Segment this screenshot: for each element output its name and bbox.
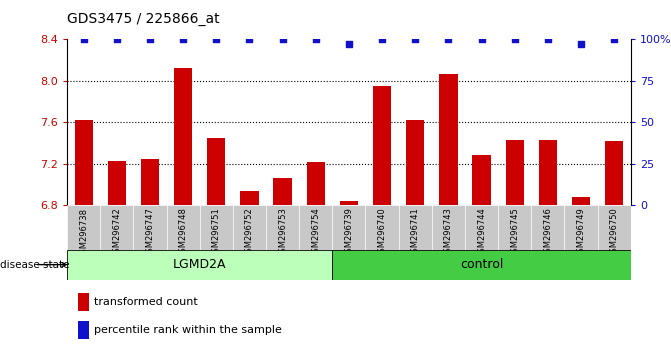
Bar xyxy=(108,161,126,205)
Bar xyxy=(134,205,166,250)
Text: disease state: disease state xyxy=(0,259,70,270)
Text: GSM296745: GSM296745 xyxy=(510,207,519,258)
Bar xyxy=(531,205,564,250)
Point xyxy=(443,36,454,42)
Point xyxy=(244,36,255,42)
Text: GSM296748: GSM296748 xyxy=(178,207,188,258)
Bar xyxy=(233,205,266,250)
Text: GSM296744: GSM296744 xyxy=(477,207,486,258)
Text: GSM296754: GSM296754 xyxy=(311,207,320,258)
Bar xyxy=(67,205,100,250)
Bar xyxy=(498,205,531,250)
Point xyxy=(211,36,221,42)
Bar xyxy=(340,201,358,205)
Bar xyxy=(141,159,159,205)
Bar xyxy=(332,250,631,280)
Bar xyxy=(399,205,432,250)
Bar xyxy=(572,197,590,205)
Bar xyxy=(332,205,366,250)
Bar xyxy=(100,205,134,250)
Point xyxy=(79,36,89,42)
Bar xyxy=(166,205,200,250)
Point xyxy=(145,36,156,42)
Text: LGMD2A: LGMD2A xyxy=(173,258,227,271)
Bar xyxy=(266,205,299,250)
Bar xyxy=(605,141,623,205)
Text: transformed count: transformed count xyxy=(93,297,197,307)
Bar xyxy=(564,205,598,250)
Bar xyxy=(505,140,524,205)
Bar xyxy=(465,205,498,250)
Point xyxy=(178,36,189,42)
Bar xyxy=(79,321,89,339)
Text: GSM296750: GSM296750 xyxy=(610,207,619,258)
Text: GSM296751: GSM296751 xyxy=(212,207,221,258)
Bar xyxy=(406,120,424,205)
Bar xyxy=(207,138,225,205)
Bar xyxy=(200,205,233,250)
Point xyxy=(344,41,354,47)
Text: percentile rank within the sample: percentile rank within the sample xyxy=(93,325,281,335)
Text: GSM296743: GSM296743 xyxy=(444,207,453,258)
Text: GSM296739: GSM296739 xyxy=(344,207,354,258)
Text: GSM296746: GSM296746 xyxy=(544,207,552,258)
Point xyxy=(277,36,288,42)
Bar xyxy=(598,205,631,250)
Point xyxy=(410,36,421,42)
Point xyxy=(476,36,487,42)
Text: GSM296752: GSM296752 xyxy=(245,207,254,258)
Bar xyxy=(440,74,458,205)
Bar xyxy=(274,178,292,205)
Bar xyxy=(174,68,193,205)
Point xyxy=(576,41,586,47)
Point xyxy=(376,36,387,42)
Point xyxy=(311,36,321,42)
Bar xyxy=(366,205,399,250)
Text: GSM296747: GSM296747 xyxy=(146,207,154,258)
Bar xyxy=(74,120,93,205)
Bar xyxy=(67,250,332,280)
Text: GSM296741: GSM296741 xyxy=(411,207,420,258)
Text: GSM296740: GSM296740 xyxy=(378,207,386,258)
Bar xyxy=(373,86,391,205)
Bar xyxy=(240,191,258,205)
Bar xyxy=(299,205,332,250)
Point xyxy=(609,36,619,42)
Bar xyxy=(472,155,491,205)
Text: GDS3475 / 225866_at: GDS3475 / 225866_at xyxy=(67,12,219,25)
Text: GSM296742: GSM296742 xyxy=(112,207,121,258)
Point xyxy=(111,36,122,42)
Text: GSM296738: GSM296738 xyxy=(79,207,88,258)
Text: GSM296753: GSM296753 xyxy=(278,207,287,258)
Bar xyxy=(79,293,89,311)
Point xyxy=(542,36,553,42)
Bar xyxy=(539,140,557,205)
Text: GSM296749: GSM296749 xyxy=(576,207,586,258)
Bar xyxy=(307,162,325,205)
Point xyxy=(509,36,520,42)
Text: control: control xyxy=(460,258,503,271)
Bar xyxy=(432,205,465,250)
